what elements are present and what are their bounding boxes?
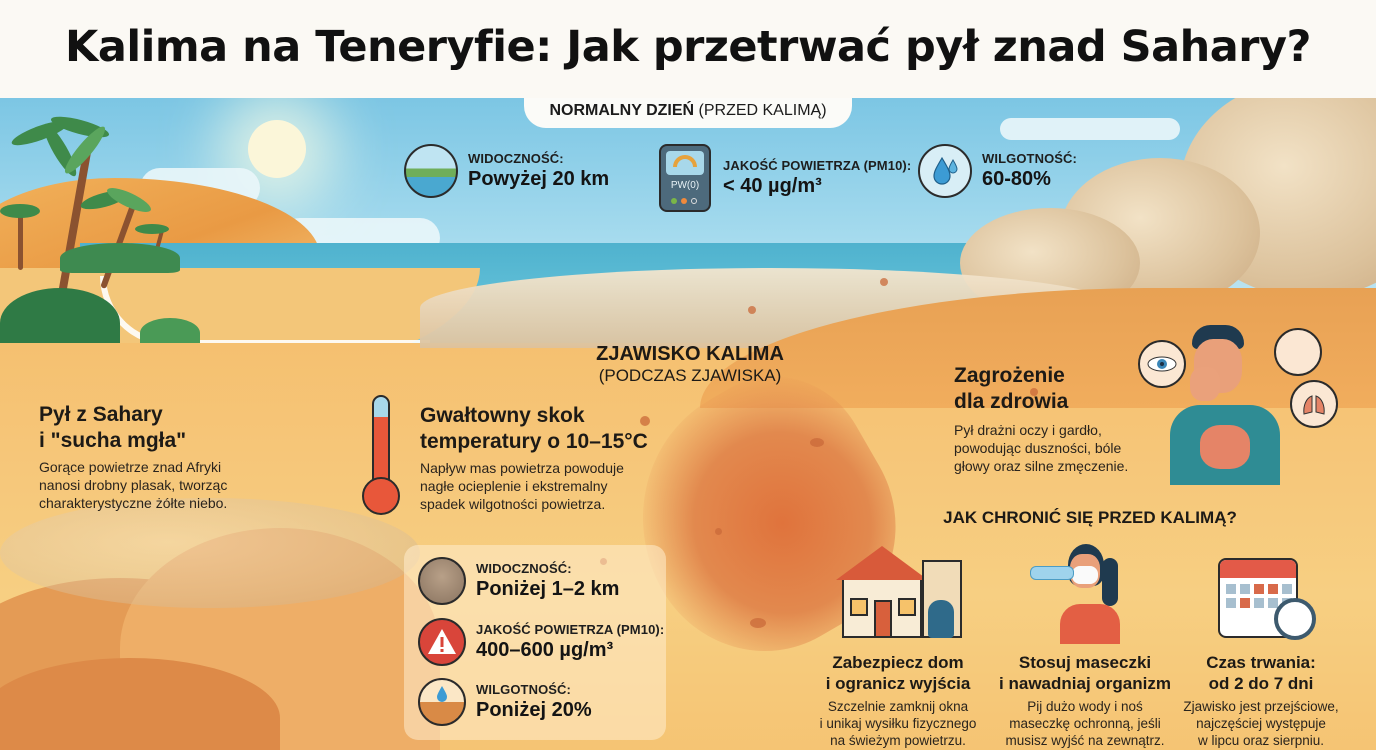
dusty-haze-icon xyxy=(418,557,466,605)
coughing-person-illustration xyxy=(1160,325,1300,485)
irritated-eye-icon xyxy=(1138,340,1186,388)
kalima-humidity-metric: WILGOTNOŚĆ: Poniżej 20% xyxy=(418,678,592,726)
tip-duration: Czas trwania: od 2 do 7 dni Zjawisko jes… xyxy=(1183,653,1339,748)
bush xyxy=(60,243,180,273)
normal-air-quality-metric: PW(0) JAKOŚĆ POWIETRZA (PM10): < 40 µg/m… xyxy=(659,144,911,212)
kalima-subtitle: (PODCZAS ZJAWISKA) xyxy=(598,366,782,385)
dust-haze xyxy=(0,498,420,608)
normal-day-header: NORMALNY DZIEŃ (PRZED KALIMĄ) xyxy=(524,98,852,128)
thermometer-icon xyxy=(360,395,404,523)
air-quality-meter-icon: PW(0) xyxy=(659,144,711,212)
calendar-clock-icon xyxy=(1218,552,1318,642)
temperature-section: Gwałtowny skok temperatury o 10–15°C Nap… xyxy=(420,404,648,512)
lungs-icon xyxy=(1290,380,1338,428)
protection-title: JAK CHRONIĆ SIĘ PRZED KALIMĄ? xyxy=(943,508,1237,527)
kalima-air-quality-metric: JAKOŚĆ POWIETRZA (PM10): 400–600 µg/m³ xyxy=(418,618,664,666)
sun-icon xyxy=(248,120,306,178)
water-drops-icon xyxy=(918,144,972,198)
cloud xyxy=(1000,118,1180,140)
dry-cracked-earth-icon xyxy=(418,678,466,726)
page-title: Kalima na Teneryfie: Jak przetrwać pył z… xyxy=(65,22,1311,72)
throat-icon xyxy=(1274,328,1322,376)
normal-humidity-metric: WILGOTNOŚĆ: 60-80% xyxy=(918,144,1077,198)
tip-masks-hydration: Stosuj maseczki i nawadniaj organizm Pij… xyxy=(999,653,1171,748)
infographic-scene xyxy=(0,98,1376,750)
warning-triangle-icon xyxy=(418,618,466,666)
health-section: Zagrożenie dla zdrowia Pył drażni oczy i… xyxy=(954,364,1129,474)
kalima-visibility-metric: WIDOCZNOŚĆ: Poniżej 1–2 km xyxy=(418,557,619,605)
tip-secure-home: Zabezpiecz dom i ogranicz wyjścia Szczel… xyxy=(819,653,977,748)
sahara-dust-section: Pył z Sahary i "sucha mgła" Gorące powie… xyxy=(39,403,228,511)
normal-visibility-metric: WIDOCZNOŚĆ: Powyżej 20 km xyxy=(404,144,609,198)
landscape-view-icon xyxy=(404,144,458,198)
house-icon xyxy=(836,538,966,640)
mask-water-icon xyxy=(1030,540,1140,644)
kalima-title: ZJAWISKO KALIMA xyxy=(596,343,784,365)
